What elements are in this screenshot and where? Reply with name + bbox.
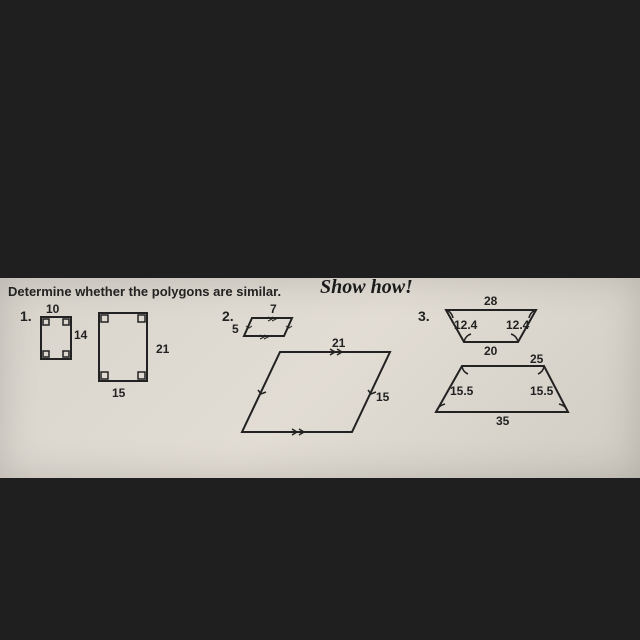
label-p2-21: 21 bbox=[332, 336, 345, 350]
label-p3-35: 35 bbox=[496, 414, 509, 428]
problem-3-number: 3. bbox=[418, 308, 430, 324]
dark-region-bottom bbox=[0, 478, 640, 640]
label-p3-155a: 15.5 bbox=[450, 384, 473, 398]
label-p3-25: 25 bbox=[530, 352, 543, 366]
problem-1-small-rect bbox=[38, 314, 78, 364]
label-p3-124a: 12.4 bbox=[454, 318, 477, 332]
label-p3-28: 28 bbox=[484, 294, 497, 308]
label-p2-5: 5 bbox=[232, 322, 239, 336]
label-p1-21: 21 bbox=[156, 342, 169, 356]
problem-2-small-parallelogram bbox=[240, 314, 300, 344]
label-p1-15: 15 bbox=[112, 386, 125, 400]
label-p3-20: 20 bbox=[484, 344, 497, 358]
instruction-text: Determine whether the polygons are simil… bbox=[8, 284, 281, 299]
label-p3-124b: 12.4 bbox=[506, 318, 529, 332]
label-p1-14: 14 bbox=[74, 328, 87, 342]
label-p2-7: 7 bbox=[270, 302, 277, 316]
problem-1-large-rect bbox=[96, 310, 154, 388]
problem-1-number: 1. bbox=[20, 308, 32, 324]
label-p1-10: 10 bbox=[46, 302, 59, 316]
worksheet-paper: Determine whether the polygons are simil… bbox=[0, 278, 640, 478]
label-p2-15: 15 bbox=[376, 390, 389, 404]
label-p3-155b: 15.5 bbox=[530, 384, 553, 398]
dark-region-top bbox=[0, 0, 640, 278]
handwritten-note: Show how! bbox=[320, 276, 413, 299]
